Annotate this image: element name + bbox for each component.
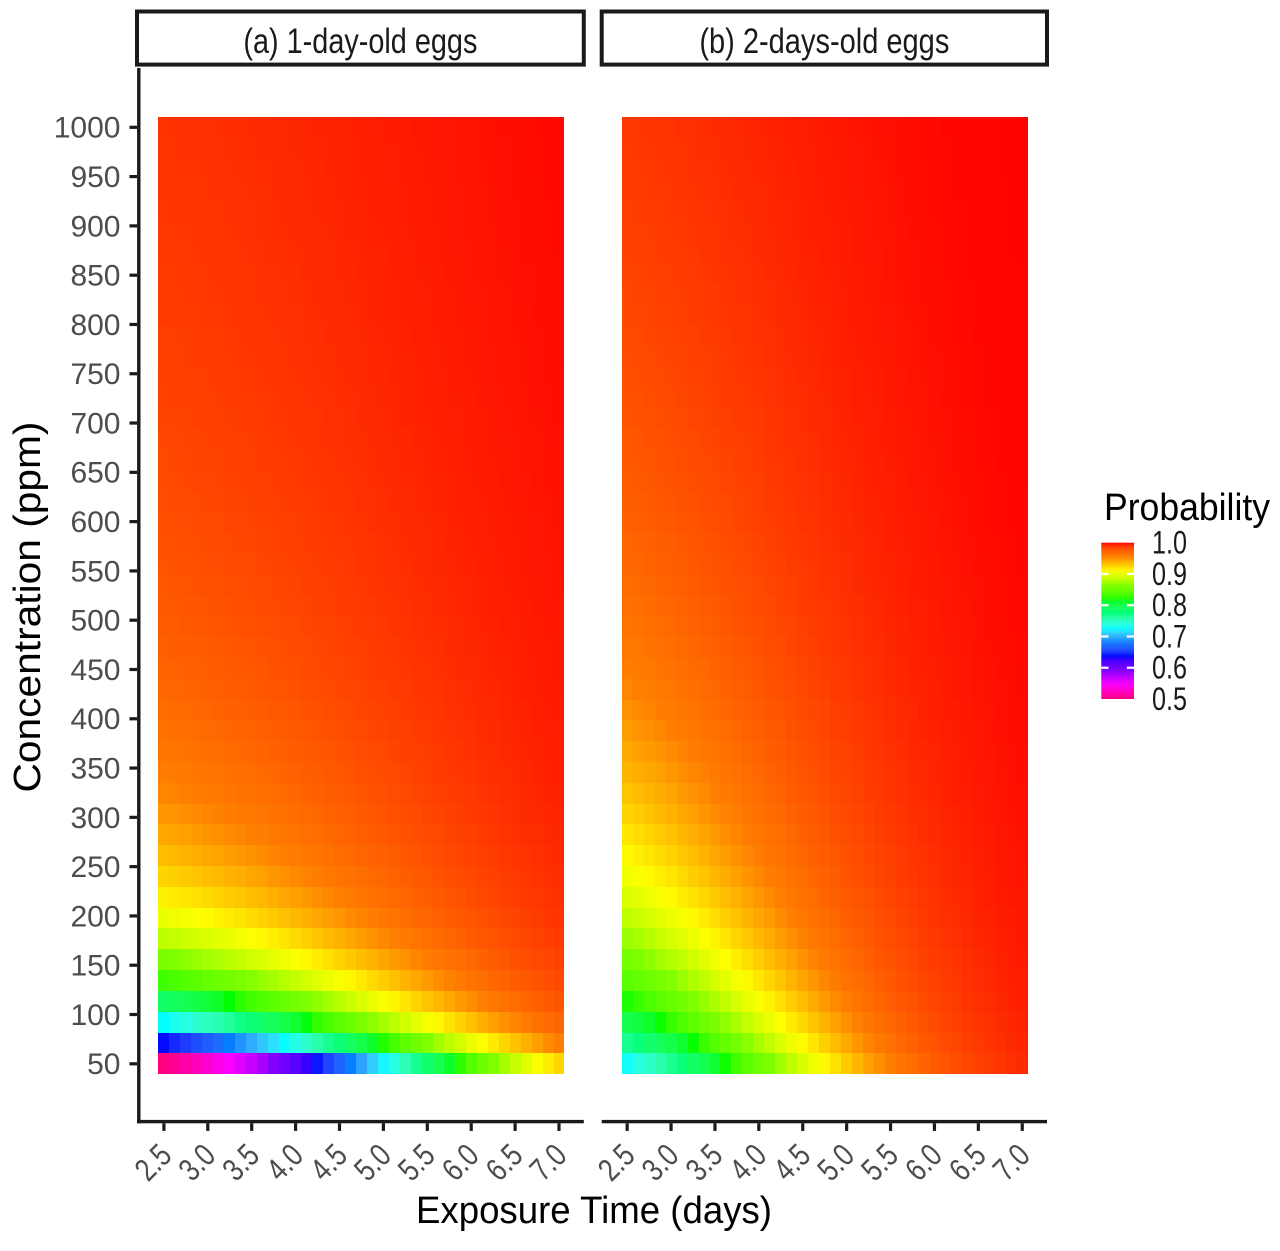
svg-text:Exposure Time (days): Exposure Time (days) <box>416 1190 772 1232</box>
svg-text:300: 300 <box>70 802 120 835</box>
svg-text:1.0: 1.0 <box>1152 525 1187 561</box>
svg-text:550: 550 <box>70 555 120 588</box>
svg-text:500: 500 <box>70 605 120 638</box>
svg-text:800: 800 <box>70 309 120 342</box>
svg-text:250: 250 <box>70 851 120 884</box>
svg-text:950: 950 <box>70 161 120 194</box>
svg-text:900: 900 <box>70 210 120 243</box>
svg-text:1000: 1000 <box>54 112 121 145</box>
svg-text:700: 700 <box>70 407 120 440</box>
svg-text:0.7: 0.7 <box>1152 618 1187 654</box>
svg-text:400: 400 <box>70 703 120 736</box>
svg-text:150: 150 <box>70 950 120 983</box>
svg-text:(a) 1-day-old eggs: (a) 1-day-old eggs <box>243 22 477 61</box>
svg-text:650: 650 <box>70 457 120 490</box>
svg-text:0.6: 0.6 <box>1152 650 1187 686</box>
svg-text:850: 850 <box>70 260 120 293</box>
svg-text:Probability: Probability <box>1104 487 1270 529</box>
svg-text:Concentration (ppm): Concentration (ppm) <box>7 422 49 793</box>
svg-text:0.5: 0.5 <box>1152 681 1187 717</box>
svg-text:0.9: 0.9 <box>1152 556 1187 592</box>
svg-text:100: 100 <box>70 999 120 1032</box>
svg-text:200: 200 <box>70 900 120 933</box>
svg-text:600: 600 <box>70 506 120 539</box>
svg-text:(b) 2-days-old eggs: (b) 2-days-old eggs <box>699 22 949 61</box>
svg-text:50: 50 <box>87 1048 120 1081</box>
svg-text:750: 750 <box>70 358 120 391</box>
svg-text:0.8: 0.8 <box>1152 587 1187 623</box>
svg-text:350: 350 <box>70 752 120 785</box>
svg-text:450: 450 <box>70 654 120 687</box>
